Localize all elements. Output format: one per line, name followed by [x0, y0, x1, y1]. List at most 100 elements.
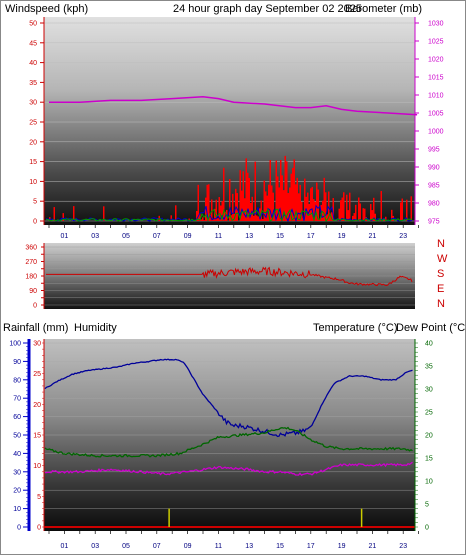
wind-bar — [343, 192, 345, 221]
wind-bar — [371, 210, 373, 221]
rain-y-tick-label: 25 — [33, 371, 41, 378]
wind-bar — [286, 161, 288, 221]
compass-label: E — [437, 283, 444, 295]
wind-bar — [391, 209, 393, 221]
wind-bar — [206, 184, 208, 221]
wind-bar — [53, 207, 55, 221]
wind-y-tick-label: 50 — [29, 21, 37, 28]
direction-y-tick-label: 90 — [29, 288, 37, 295]
x-tick-label: 17 — [307, 233, 315, 240]
wind-y-tick-label: 0 — [33, 219, 37, 226]
wind-bar — [332, 198, 334, 221]
x-tick-label: 15 — [276, 543, 284, 550]
wind-direction-line — [46, 266, 413, 287]
temp-y-tick-label: 35 — [425, 364, 433, 371]
wind-bar — [215, 199, 217, 221]
wind-y-tick-label: 45 — [29, 40, 37, 47]
x-tick-label: 13 — [245, 543, 253, 550]
wind-bar — [322, 200, 324, 221]
wind-bar — [355, 204, 357, 221]
x-tick-label: 15 — [276, 233, 284, 240]
wind-bar — [329, 213, 331, 221]
wind-bar — [352, 215, 354, 221]
wind-bar — [349, 192, 351, 221]
wind-bar — [103, 206, 105, 221]
baro-y-tick-label: 985 — [428, 183, 440, 190]
wind-bar — [199, 213, 201, 221]
wind-bar — [244, 198, 246, 221]
wind-bar — [247, 172, 249, 221]
direction-y-tick-label: 180 — [25, 274, 37, 281]
wind-bar — [292, 167, 294, 221]
wind-y-tick-label: 35 — [29, 80, 37, 87]
temp-y-tick-label: 10 — [425, 479, 433, 486]
wind-bar — [326, 214, 328, 221]
wind-bar — [331, 212, 333, 221]
dewpoint-axis-label: Dew Point (°C) — [396, 322, 465, 334]
temp-y-tick-label: 20 — [425, 433, 433, 440]
x-tick-label: 07 — [153, 233, 161, 240]
wind-bar — [209, 214, 211, 221]
humidity-axis-label: Humidity — [74, 322, 117, 334]
x-tick-label: 13 — [245, 233, 253, 240]
compass-label: W — [437, 253, 448, 265]
x-tick-label: 01 — [61, 543, 69, 550]
baro-y-tick-label: 995 — [428, 147, 440, 154]
wind-bar — [266, 195, 268, 221]
wind-bar — [380, 191, 382, 221]
x-tick-label: 09 — [184, 543, 192, 550]
wind-bar — [262, 219, 264, 221]
wind-bar — [316, 182, 318, 221]
wind-bar — [274, 212, 276, 221]
wind-bar — [242, 171, 244, 221]
temp-y-tick-label: 15 — [425, 456, 433, 463]
baro-y-tick-label: 1000 — [428, 129, 444, 136]
temp-humidity-series-group — [44, 358, 415, 528]
humidity-y-tick-label: 100 — [9, 341, 21, 348]
wind-bar — [263, 180, 265, 221]
wind-bar — [340, 200, 342, 221]
wind-bar — [256, 215, 258, 221]
wind-bar — [239, 170, 241, 221]
wind-bar — [188, 218, 190, 221]
barometer-line — [49, 96, 418, 116]
wind-bar — [298, 193, 300, 221]
wind-bar — [374, 213, 376, 221]
baro-y-tick-label: 1010 — [428, 93, 444, 100]
wind-direction-gridlines — [44, 246, 415, 306]
temp-y-tick-label: 30 — [425, 387, 433, 394]
average-wind-line — [45, 208, 413, 223]
x-tick-label: 01 — [61, 233, 69, 240]
compass-label: S — [437, 268, 444, 280]
humidity-y-tick-label: 30 — [13, 469, 21, 476]
wind-bar — [289, 187, 291, 221]
x-tick-label: 07 — [153, 543, 161, 550]
direction-y-tick-label: 360 — [25, 245, 37, 252]
x-tick-label: 19 — [338, 233, 346, 240]
wind-bar — [275, 160, 277, 221]
wind-bar — [205, 197, 207, 221]
barometer-axis-label: Barometer (mb) — [345, 3, 422, 15]
wind-bar — [212, 218, 214, 221]
humidity-y-tick-label: 0 — [17, 525, 21, 532]
baro-y-tick-label: 975 — [428, 219, 440, 226]
rain-y-tick-label: 5 — [37, 494, 41, 501]
wind-bar — [236, 193, 238, 221]
x-tick-label: 17 — [307, 543, 315, 550]
x-tick-label: 21 — [369, 233, 377, 240]
wind-bar — [311, 186, 313, 221]
wind-bar — [251, 196, 253, 221]
wind-bar — [317, 189, 319, 221]
wind-y-tick-label: 40 — [29, 60, 37, 67]
x-tick-label: 03 — [91, 543, 99, 550]
wind-bar — [359, 203, 361, 221]
x-tick-label: 03 — [91, 233, 99, 240]
humidity-y-tick-label: 40 — [13, 451, 21, 458]
wind-bar — [304, 178, 306, 221]
temp-y-tick-label: 5 — [425, 502, 429, 509]
humidity-line — [44, 358, 413, 438]
direction-y-tick-label: 270 — [25, 259, 37, 266]
humidity-y-tick-label: 10 — [13, 506, 21, 513]
